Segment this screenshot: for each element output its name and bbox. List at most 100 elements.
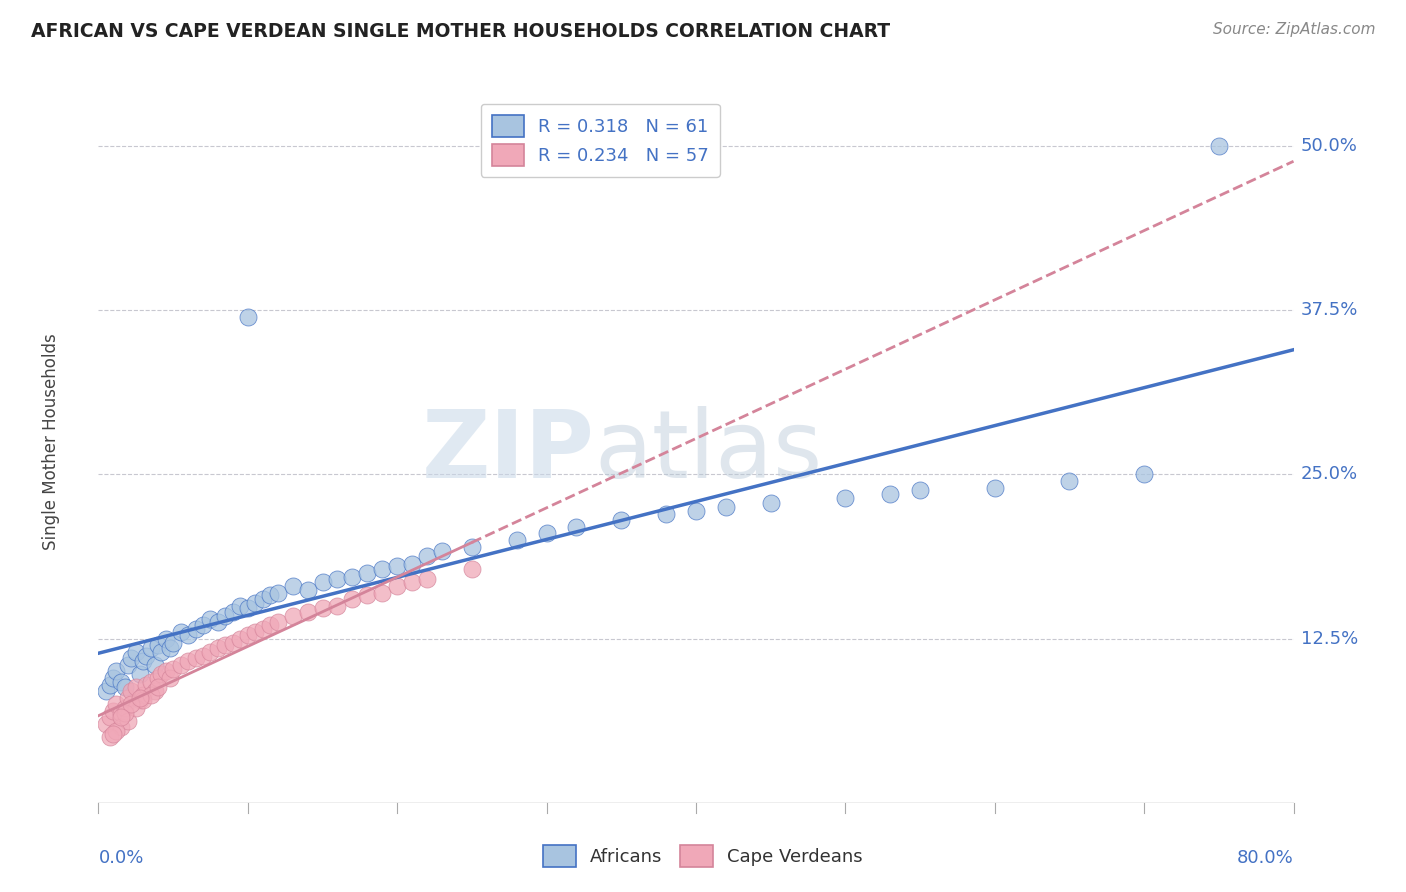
Point (461, 562, 484, 576)
Point (103, 671, 125, 685)
Point (222, 635, 245, 649)
Point (297, 582, 319, 597)
Point (371, 562, 394, 576)
Point (105, 698, 128, 712)
Text: ZIP: ZIP (422, 407, 595, 499)
Point (356, 566, 378, 580)
Point (908, 483, 931, 497)
Point (245, 625, 267, 640)
Point (105, 723, 128, 738)
Legend: R = 0.318   N = 61, R = 0.234   N = 57: R = 0.318 N = 61, R = 0.234 N = 57 (481, 103, 720, 177)
Point (371, 585, 394, 599)
Point (207, 615, 229, 629)
Point (120, 651, 142, 665)
Point (200, 612, 222, 626)
Point (159, 640, 181, 655)
Point (1133, 467, 1156, 482)
Point (1208, 139, 1230, 153)
Point (714, 500, 737, 515)
Point (184, 623, 207, 637)
Point (416, 573, 439, 587)
Point (135, 648, 157, 663)
Point (129, 667, 152, 681)
Point (430, 543, 453, 558)
Text: 25.0%: 25.0% (1301, 466, 1358, 483)
Point (94, 717, 117, 731)
Text: 0.0%: 0.0% (98, 849, 143, 867)
Text: 80.0%: 80.0% (1237, 849, 1294, 867)
Point (150, 645, 173, 659)
Text: 37.5%: 37.5% (1301, 301, 1358, 319)
Point (114, 701, 136, 715)
Point (191, 618, 214, 632)
Point (148, 680, 170, 694)
Point (103, 704, 125, 718)
Point (139, 640, 162, 655)
Point (834, 491, 856, 505)
Point (565, 520, 588, 534)
Point (148, 671, 170, 685)
Text: Single Mother Households: Single Mother Households (42, 334, 59, 549)
Point (162, 662, 184, 676)
Point (236, 310, 259, 324)
Point (98, 677, 122, 691)
Point (143, 684, 166, 698)
Point (685, 504, 707, 518)
Point (132, 693, 155, 707)
Point (143, 657, 166, 672)
Point (117, 690, 139, 705)
Point (169, 657, 191, 672)
Legend: Africans, Cape Verdeans: Africans, Cape Verdeans (536, 838, 870, 874)
Point (125, 701, 148, 715)
Point (342, 570, 364, 584)
Point (1059, 474, 1081, 488)
Point (114, 706, 136, 721)
Point (129, 693, 152, 707)
Point (139, 688, 162, 702)
Point (401, 575, 423, 590)
Point (98, 730, 122, 744)
Text: Source: ZipAtlas.com: Source: ZipAtlas.com (1212, 22, 1375, 37)
Point (150, 667, 173, 681)
Point (120, 698, 142, 712)
Point (177, 654, 200, 668)
Point (506, 533, 529, 547)
Point (214, 638, 236, 652)
Point (326, 599, 349, 613)
Point (110, 706, 132, 721)
Point (655, 507, 678, 521)
Point (200, 645, 222, 659)
Point (879, 487, 901, 501)
Point (267, 615, 290, 629)
Point (356, 588, 378, 602)
Point (110, 710, 132, 724)
Point (536, 526, 558, 541)
Point (184, 651, 207, 665)
Point (342, 592, 364, 607)
Point (984, 481, 1007, 495)
Point (229, 599, 252, 613)
Point (252, 592, 274, 607)
Point (401, 557, 423, 571)
Point (252, 623, 274, 637)
Point (117, 657, 139, 672)
Point (177, 627, 200, 641)
Point (103, 727, 125, 741)
Point (125, 680, 148, 694)
Text: AFRICAN VS CAPE VERDEAN SINGLE MOTHER HOUSEHOLDS CORRELATION CHART: AFRICAN VS CAPE VERDEAN SINGLE MOTHER HO… (31, 22, 890, 41)
Point (281, 579, 304, 593)
Point (125, 645, 148, 659)
Point (114, 680, 136, 694)
Point (259, 618, 281, 632)
Point (129, 690, 152, 705)
Text: atlas: atlas (595, 407, 823, 499)
Point (120, 684, 142, 698)
Point (110, 720, 132, 734)
Point (610, 513, 633, 527)
Point (162, 635, 184, 649)
Point (311, 601, 333, 615)
Text: 12.5%: 12.5% (1301, 630, 1358, 648)
Point (281, 609, 304, 624)
Point (117, 714, 139, 729)
Point (110, 675, 132, 690)
